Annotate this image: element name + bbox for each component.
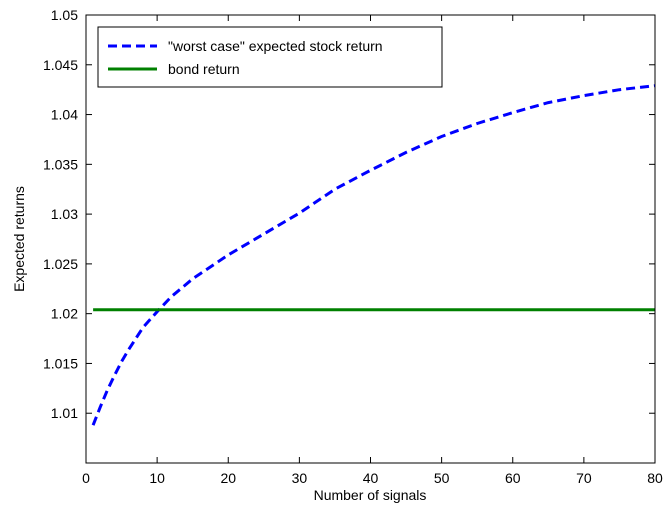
- x-tick-label: 50: [434, 470, 450, 486]
- series-layer: [91, 84, 656, 426]
- y-tick-label: 1.01: [51, 405, 78, 421]
- x-tick-label: 70: [576, 470, 592, 486]
- y-tick-label: 1.04: [51, 107, 78, 123]
- x-tick-label: 20: [220, 470, 236, 486]
- y-axis-label: Expected returns: [11, 186, 27, 292]
- legend-label-stock: "worst case" expected stock return: [168, 38, 383, 54]
- y-tick-label: 1.05: [51, 7, 78, 23]
- x-tick-label: 60: [505, 470, 521, 486]
- x-tick-label: 40: [363, 470, 379, 486]
- plot-area: [86, 15, 655, 463]
- legend-box: [97, 26, 443, 88]
- ticks-layer: 0 10 20 30 40 50 60 70 80 1.01 1.015 1.02 1.025 1.03 1…: [43, 7, 663, 486]
- x-tick-label: 80: [647, 470, 663, 486]
- x-axis-label: Number of signals: [314, 487, 427, 503]
- y-tick-label: 1.015: [43, 355, 78, 371]
- y-tick-label: 1.02: [51, 306, 78, 322]
- x-tick-label: 10: [149, 470, 165, 486]
- y-tick-label: 1.03: [51, 206, 78, 222]
- y-tick-label: 1.035: [43, 156, 78, 172]
- y-tick-label: 1.045: [43, 57, 78, 73]
- series-line-0: [91, 84, 656, 426]
- x-tick-label: 0: [82, 470, 90, 486]
- legend-label-bond: bond return: [168, 61, 240, 77]
- legend: "worst case" expected stock return bond …: [97, 26, 443, 88]
- x-tick-label: 30: [292, 470, 308, 486]
- y-tick-label: 1.025: [43, 256, 78, 272]
